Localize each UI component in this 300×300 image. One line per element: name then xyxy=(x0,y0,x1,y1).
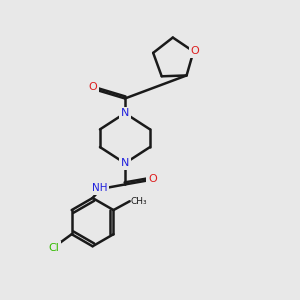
Text: N: N xyxy=(121,108,129,118)
Text: CH₃: CH₃ xyxy=(130,197,147,206)
Text: O: O xyxy=(148,174,157,184)
Text: N: N xyxy=(121,158,129,168)
Text: O: O xyxy=(190,46,199,56)
Text: NH: NH xyxy=(92,183,107,193)
Text: O: O xyxy=(89,82,98,92)
Text: Cl: Cl xyxy=(49,243,59,253)
